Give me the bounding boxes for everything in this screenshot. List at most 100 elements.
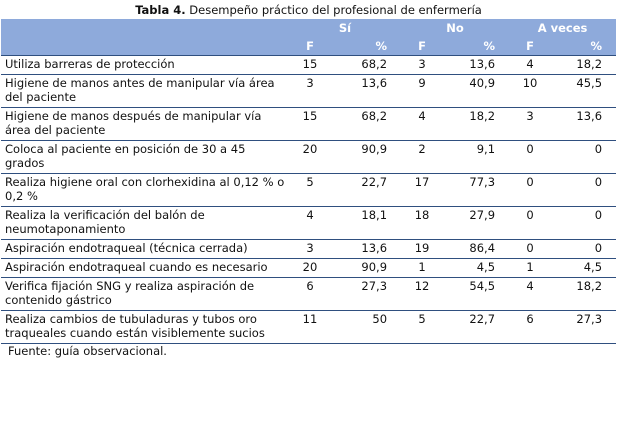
row-label: Realiza higiene oral con clorhexidina al…	[1, 173, 289, 207]
subheader: F	[509, 37, 552, 56]
percent-cell: 50	[331, 310, 402, 344]
frequency-cell: 2	[401, 140, 444, 174]
frequency-cell: 1	[509, 258, 552, 278]
row-label: Realiza la verificación del balón de neu…	[1, 206, 289, 240]
frequency-cell: 15	[289, 107, 331, 141]
percent-cell: 13,6	[443, 55, 510, 75]
table-row: Aspiración endotraqueal (técnica cerrada…	[1, 239, 617, 259]
subheader: %	[443, 37, 510, 56]
percent-cell: 18,2	[551, 277, 617, 311]
percent-cell: 27,3	[331, 277, 402, 311]
frequency-cell: 9	[401, 74, 444, 108]
percent-cell: 4,5	[551, 258, 617, 278]
header-cell	[1, 19, 289, 37]
percent-cell: 77,3	[443, 173, 510, 207]
table-row: Realiza higiene oral con clorhexidina al…	[1, 173, 617, 207]
frequency-cell: 6	[289, 277, 331, 311]
frequency-cell: 5	[289, 173, 331, 207]
frequency-cell: 4	[289, 206, 331, 240]
table-title: Tabla 4. Desempeño práctico del profesio…	[0, 0, 617, 19]
percent-cell: 0	[551, 206, 617, 240]
percent-cell: 27,3	[551, 310, 617, 344]
row-label: Higiene de manos antes de manipular vía …	[1, 74, 289, 108]
group-header: No	[401, 19, 510, 37]
frequency-cell: 0	[509, 140, 552, 174]
subheader: F	[289, 37, 331, 56]
frequency-cell: 5	[401, 310, 444, 344]
frequency-cell: 19	[401, 239, 444, 259]
percent-cell: 86,4	[443, 239, 510, 259]
table: Sí No A veces F% F% F% Utiliza barreras de pr…	[1, 19, 617, 344]
frequency-cell: 10	[509, 74, 552, 108]
row-label: Verifica fijación SNG y realiza aspiraci…	[1, 277, 289, 311]
frequency-cell: 0	[509, 239, 552, 259]
row-label: Realiza cambios de tubuladuras y tubos o…	[1, 310, 289, 344]
percent-cell: 13,6	[331, 74, 402, 108]
percent-cell: 4,5	[443, 258, 510, 278]
frequency-cell: 4	[509, 277, 552, 311]
row-label: Higiene de manos después de manipular ví…	[1, 107, 289, 141]
title-label: Tabla 4.	[135, 3, 186, 17]
frequency-cell: 1	[401, 258, 444, 278]
group-header: Sí	[289, 19, 402, 37]
frequency-cell: 18	[401, 206, 444, 240]
table-row: Aspiración endotraqueal cuando es necesa…	[1, 258, 617, 278]
percent-cell: 9,1	[443, 140, 510, 174]
percent-cell: 90,9	[331, 258, 402, 278]
frequency-cell: 15	[289, 55, 331, 75]
frequency-cell: 12	[401, 277, 444, 311]
frequency-cell: 20	[289, 258, 331, 278]
percent-cell: 13,6	[551, 107, 617, 141]
frequency-cell: 17	[401, 173, 444, 207]
percent-cell: 54,5	[443, 277, 510, 311]
table-header: Sí No A veces F% F% F%	[1, 19, 617, 56]
table-body: Utiliza barreras de protección 15 68,2 3 13,…	[1, 55, 617, 344]
frequency-cell: 3	[401, 55, 444, 75]
frequency-cell: 6	[509, 310, 552, 344]
frequency-cell: 3	[289, 239, 331, 259]
table-row: Higiene de manos antes de manipular vía …	[1, 74, 617, 108]
percent-cell: 22,7	[443, 310, 510, 344]
percent-cell: 0	[551, 239, 617, 259]
header-row: F% F% F%	[1, 37, 617, 56]
header-row: Sí No A veces	[1, 19, 617, 37]
subheader: %	[551, 37, 617, 56]
frequency-cell: 4	[401, 107, 444, 141]
footer: Fuente: guía observacional.	[8, 344, 167, 358]
frequency-cell: 11	[289, 310, 331, 344]
table-row: Higiene de manos después de manipular ví…	[1, 107, 617, 141]
title-text: Desempeño práctico del profesional de en…	[189, 3, 482, 17]
table-row: Realiza la verificación del balón de neu…	[1, 206, 617, 240]
percent-cell: 40,9	[443, 74, 510, 108]
frequency-cell: 3	[509, 107, 552, 141]
percent-cell: 45,5	[551, 74, 617, 108]
percent-cell: 13,6	[331, 239, 402, 259]
percent-cell: 68,2	[331, 107, 402, 141]
table-row: Verifica fijación SNG y realiza aspiraci…	[1, 277, 617, 311]
table-row: Utiliza barreras de protección 15 68,2 3 13,…	[1, 55, 617, 75]
row-label: Aspiración endotraqueal (técnica cerrada…	[1, 239, 289, 259]
frequency-cell: 4	[509, 55, 552, 75]
percent-cell: 27,9	[443, 206, 510, 240]
percent-cell: 0	[551, 173, 617, 207]
frequency-cell: 20	[289, 140, 331, 174]
group-header: A veces	[509, 19, 617, 37]
percent-cell: 22,7	[331, 173, 402, 207]
percent-cell: 18,1	[331, 206, 402, 240]
percent-cell: 68,2	[331, 55, 402, 75]
header-cell	[1, 37, 289, 56]
frequency-cell: 3	[289, 74, 331, 108]
percent-cell: 18,2	[551, 55, 617, 75]
subheader: F	[401, 37, 444, 56]
percent-cell: 18,2	[443, 107, 510, 141]
table-row: Realiza cambios de tubuladuras y tubos o…	[1, 310, 617, 344]
row-label: Aspiración endotraqueal cuando es necesa…	[1, 258, 289, 278]
frequency-cell: 0	[509, 206, 552, 240]
percent-cell: 90,9	[331, 140, 402, 174]
row-label: Coloca al paciente en posición de 30 a 4…	[1, 140, 289, 174]
row-label: Utiliza barreras de protección	[1, 55, 289, 75]
table-row: Coloca al paciente en posición de 30 a 4…	[1, 140, 617, 174]
frequency-cell: 0	[509, 173, 552, 207]
percent-cell: 0	[551, 140, 617, 174]
